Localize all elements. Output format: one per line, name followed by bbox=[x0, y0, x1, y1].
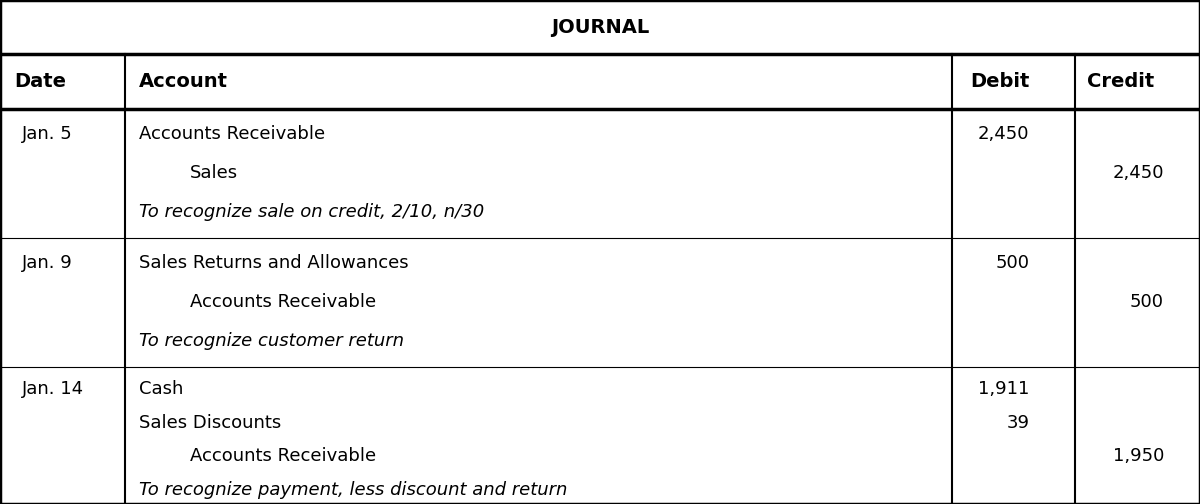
Text: 2,450: 2,450 bbox=[1112, 164, 1164, 182]
Text: Account: Account bbox=[139, 72, 228, 91]
Text: Jan. 14: Jan. 14 bbox=[22, 380, 84, 398]
Text: Sales Returns and Allowances: Sales Returns and Allowances bbox=[139, 255, 409, 272]
Text: 1,911: 1,911 bbox=[978, 380, 1030, 398]
Text: JOURNAL: JOURNAL bbox=[551, 18, 649, 37]
Text: Debit: Debit bbox=[971, 72, 1030, 91]
Text: 500: 500 bbox=[1130, 293, 1164, 311]
Text: To recognize payment, less discount and return: To recognize payment, less discount and … bbox=[139, 481, 568, 499]
Text: Accounts Receivable: Accounts Receivable bbox=[139, 125, 325, 143]
Text: Cash: Cash bbox=[139, 380, 184, 398]
Text: 500: 500 bbox=[996, 255, 1030, 272]
Text: To recognize sale on credit, 2/10, n/30: To recognize sale on credit, 2/10, n/30 bbox=[139, 204, 485, 221]
Text: 2,450: 2,450 bbox=[978, 125, 1030, 143]
Text: 39: 39 bbox=[1007, 414, 1030, 431]
Text: Sales: Sales bbox=[190, 164, 238, 182]
Text: 1,950: 1,950 bbox=[1112, 448, 1164, 465]
Text: Accounts Receivable: Accounts Receivable bbox=[190, 448, 376, 465]
Text: Credit: Credit bbox=[1087, 72, 1154, 91]
Text: Jan. 5: Jan. 5 bbox=[22, 125, 72, 143]
Text: Sales Discounts: Sales Discounts bbox=[139, 414, 282, 431]
Text: Jan. 9: Jan. 9 bbox=[22, 255, 72, 272]
Text: Date: Date bbox=[14, 72, 66, 91]
Text: To recognize customer return: To recognize customer return bbox=[139, 333, 404, 350]
Text: Accounts Receivable: Accounts Receivable bbox=[190, 293, 376, 311]
